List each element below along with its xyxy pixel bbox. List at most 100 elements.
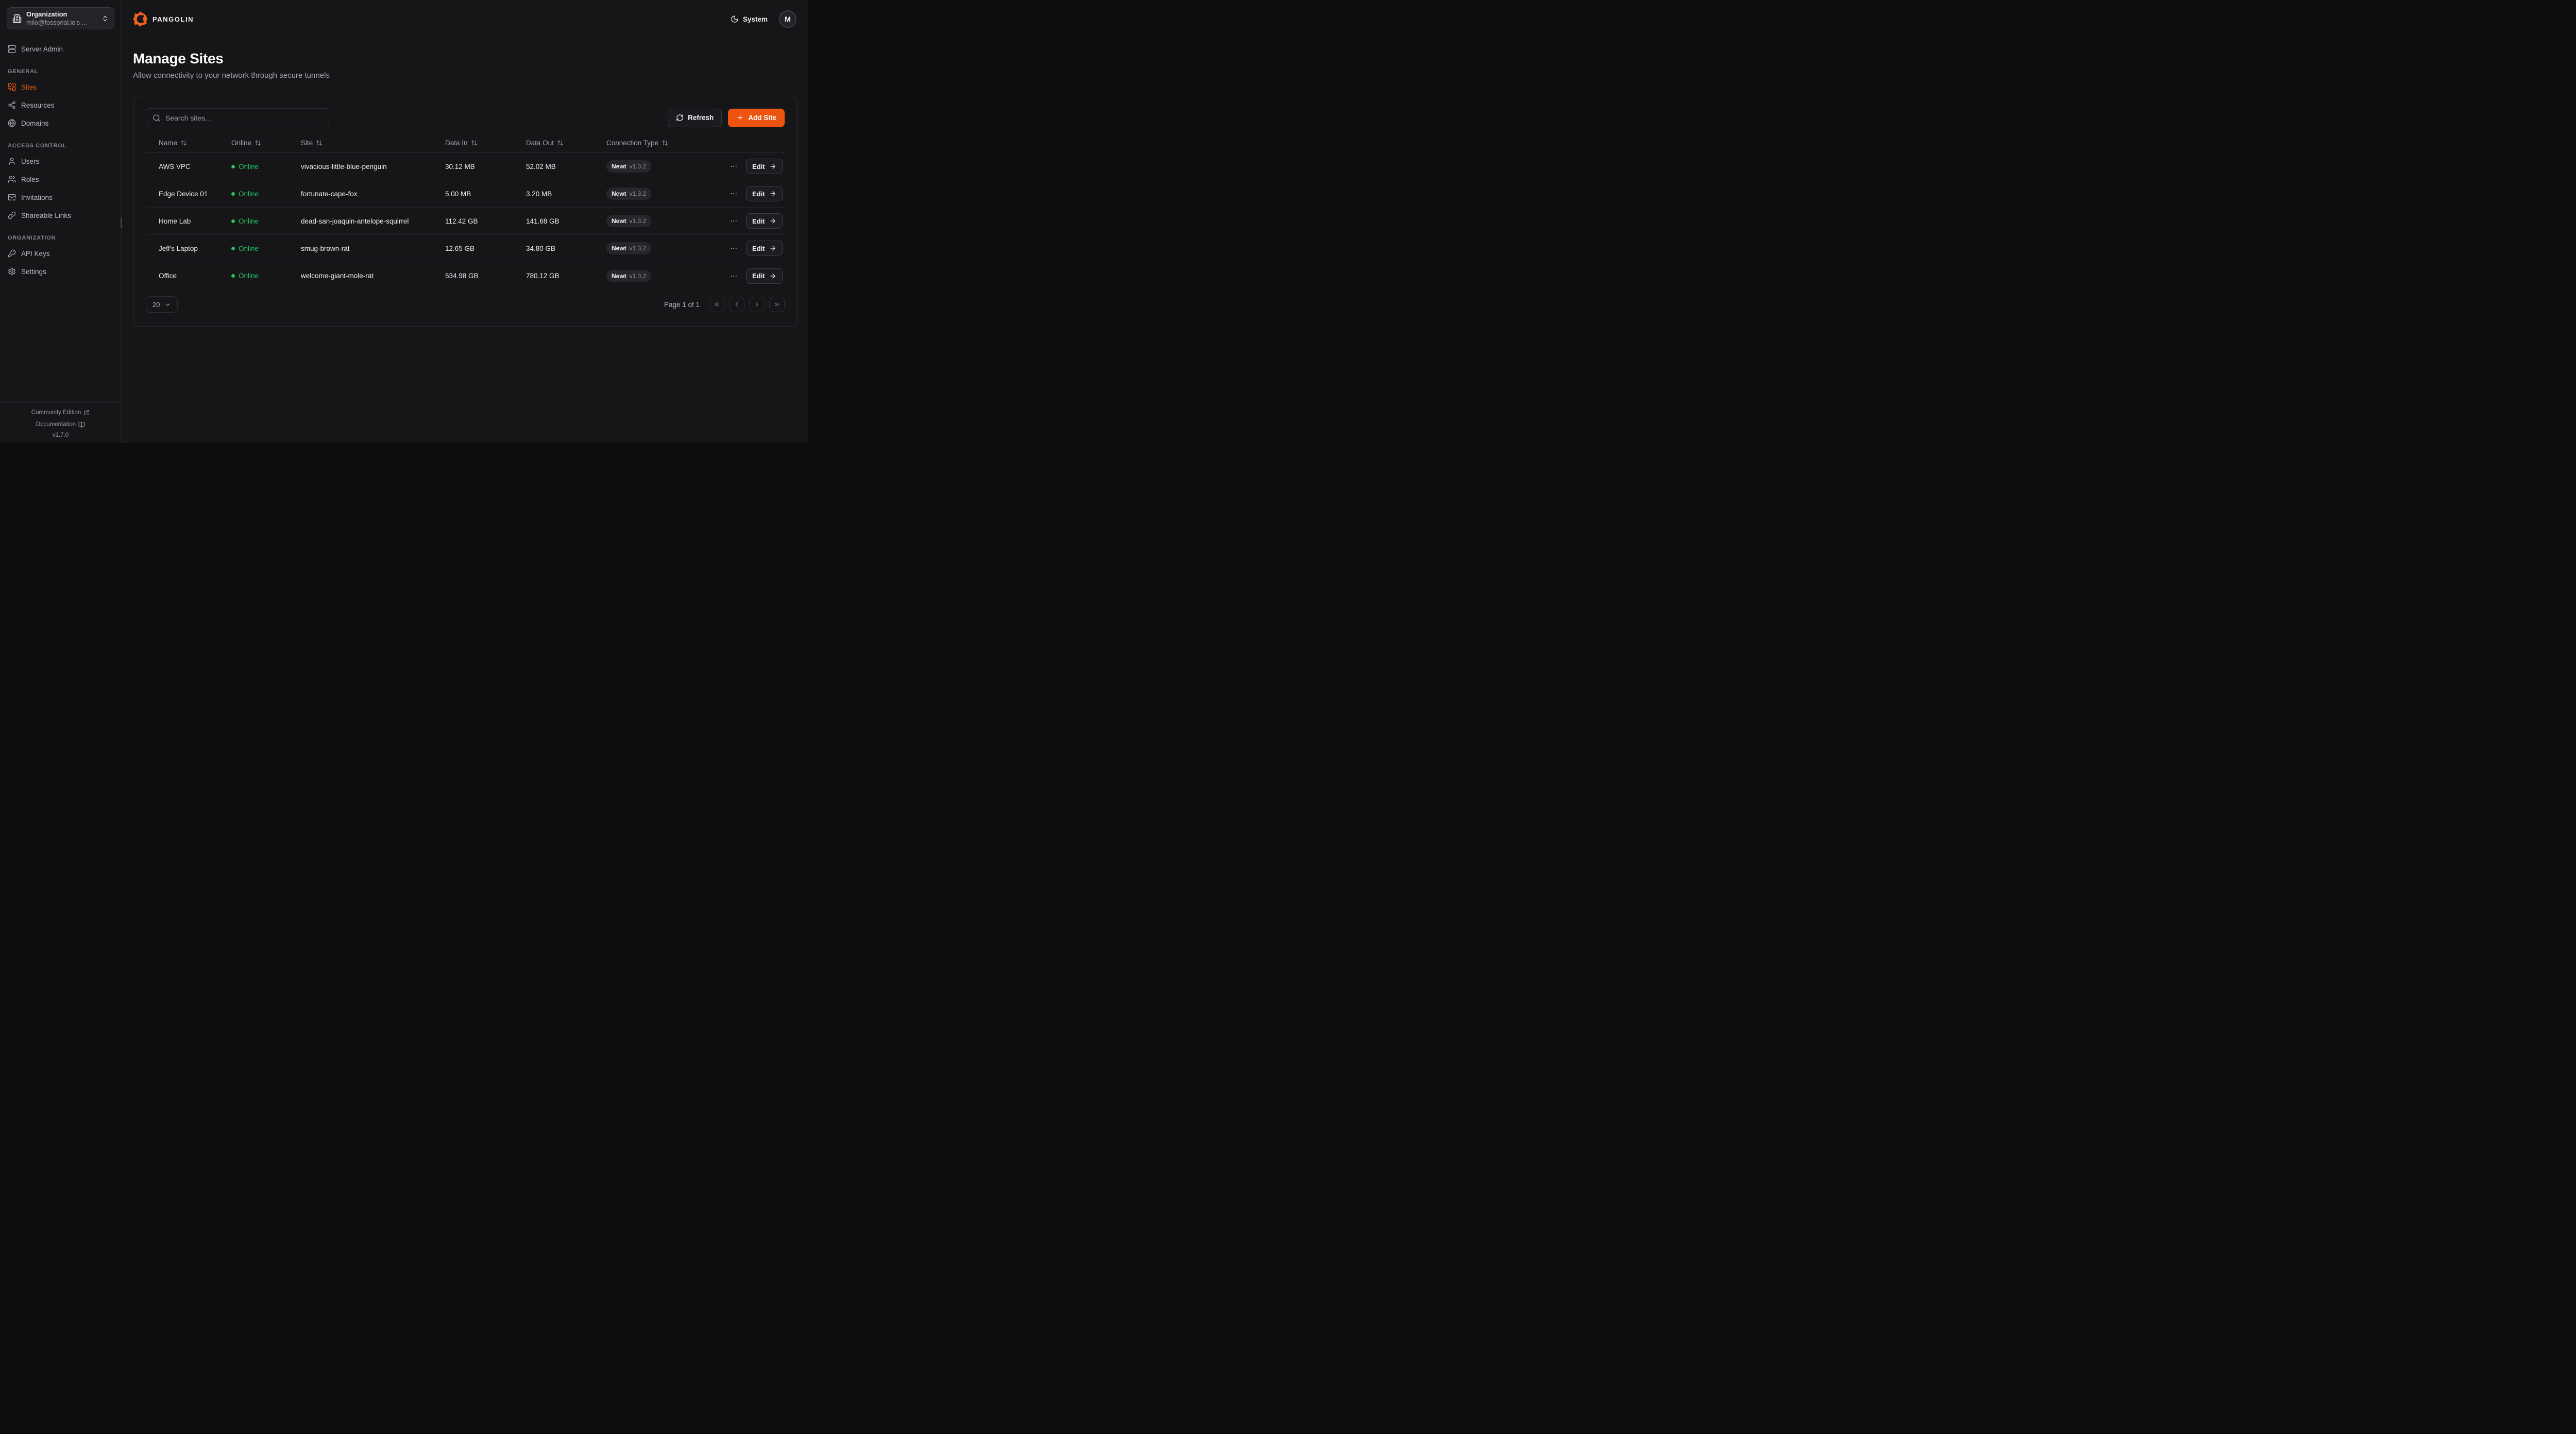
row-menu-button[interactable] — [728, 243, 739, 253]
column-label: Name — [159, 139, 178, 147]
connection-version: v1.3.2 — [629, 163, 647, 170]
cell-data-in: 5.00 MB — [445, 190, 471, 198]
cell-data-in: 12.65 GB — [445, 244, 475, 252]
brand-logo[interactable]: PANGOLIN — [133, 11, 194, 27]
row-menu-button[interactable] — [728, 189, 739, 199]
sort-icon — [662, 140, 668, 146]
gear-icon — [8, 267, 16, 276]
connection-name: Newt — [612, 217, 626, 225]
column-header-connection-type[interactable]: Connection Type — [606, 139, 728, 147]
chevrons-left-icon — [713, 301, 720, 308]
online-dot — [231, 246, 235, 250]
search-input[interactable] — [165, 113, 323, 122]
cell-site: dead-san-joaquin-antelope-squirrel — [301, 217, 409, 225]
add-site-button[interactable]: Add Site — [728, 108, 785, 127]
external-link-icon — [83, 409, 90, 416]
server-icon — [8, 45, 16, 53]
edit-button[interactable]: Edit — [746, 268, 783, 284]
row-menu-button[interactable] — [728, 216, 739, 226]
chevron-left-icon — [733, 301, 740, 308]
row-menu-button[interactable] — [728, 161, 739, 172]
edit-label: Edit — [752, 190, 765, 198]
refresh-label: Refresh — [687, 114, 714, 122]
documentation-link[interactable]: Documentation — [0, 420, 121, 429]
arrow-right-icon — [769, 245, 776, 252]
link-icon — [8, 211, 16, 219]
online-dot — [231, 164, 235, 168]
search-icon — [152, 114, 161, 122]
chevron-down-icon — [164, 301, 171, 308]
edit-button[interactable]: Edit — [746, 159, 783, 174]
cell-name: AWS VPC — [159, 162, 191, 170]
org-selector-label: Organization — [26, 10, 67, 18]
sidebar-item-sites[interactable]: Sites — [8, 81, 113, 93]
sort-icon — [557, 140, 564, 146]
edit-button[interactable]: Edit — [746, 213, 783, 229]
column-header-name[interactable]: Name — [159, 139, 231, 147]
sidebar-resize-handle[interactable] — [121, 217, 122, 228]
online-dot — [231, 192, 235, 196]
ellipsis-icon — [730, 190, 738, 198]
cell-actions: Edit — [728, 241, 783, 256]
sidebar-item-domains[interactable]: Domains — [8, 117, 113, 129]
online-label: Online — [239, 190, 259, 198]
cell-data-in: 30.12 MB — [445, 162, 475, 170]
table-row: Jeff's Laptop Online smug-brown-rat 12.6… — [146, 235, 785, 262]
sidebar-item-settings[interactable]: Settings — [8, 266, 113, 277]
connection-badge: Newt v1.3.2 — [606, 187, 652, 200]
column-header-data-in[interactable]: Data In — [445, 139, 526, 147]
arrow-right-icon — [769, 190, 776, 197]
page-indicator: Page 1 of 1 — [664, 300, 700, 309]
cell-data-out: 52.02 MB — [526, 162, 556, 170]
brand-name: PANGOLIN — [152, 15, 194, 23]
theme-toggle[interactable]: System — [731, 15, 768, 23]
page-size-select[interactable]: 20 — [146, 296, 178, 313]
online-label: Online — [239, 217, 259, 225]
org-selector[interactable]: Organization milo@fossorial.io's ... — [7, 7, 114, 29]
sort-icon — [180, 140, 187, 146]
sort-icon — [255, 140, 261, 146]
add-site-label: Add Site — [748, 114, 776, 122]
column-header-site[interactable]: Site — [301, 139, 445, 147]
last-page-button[interactable] — [769, 297, 785, 312]
user-avatar[interactable]: M — [779, 10, 796, 28]
connection-name: Newt — [612, 272, 626, 280]
cell-data-in: 112.42 GB — [445, 217, 478, 225]
card-footer: 20 Page 1 of 1 — [146, 296, 785, 313]
sidebar-item-api-keys[interactable]: API Keys — [8, 248, 113, 259]
sites-card: Refresh Add Site Name Online Site Data I… — [133, 96, 798, 327]
community-edition-link[interactable]: Community Edition — [0, 408, 121, 417]
edit-button[interactable]: Edit — [746, 241, 783, 256]
cell-online: Online — [231, 190, 301, 198]
column-label: Data Out — [526, 139, 554, 147]
column-header-data-out[interactable]: Data Out — [526, 139, 606, 147]
avatar-initial: M — [785, 15, 791, 23]
cell-site: welcome-giant-mole-rat — [301, 272, 374, 280]
edit-button[interactable]: Edit — [746, 186, 783, 201]
sidebar-item-roles[interactable]: Roles — [8, 174, 113, 185]
ellipsis-icon — [730, 244, 738, 252]
sidebar-item-invitations[interactable]: Invitations — [8, 192, 113, 203]
search-box — [146, 108, 329, 127]
table-header: Name Online Site Data In Data Out Connec… — [146, 133, 785, 153]
cell-online: Online — [231, 272, 301, 280]
previous-page-button[interactable] — [729, 297, 744, 312]
table-row: AWS VPC Online vivacious-little-blue-pen… — [146, 153, 785, 180]
theme-toggle-label: System — [742, 15, 768, 23]
column-header-online[interactable]: Online — [231, 139, 301, 147]
sidebar-item-resources[interactable]: Resources — [8, 99, 113, 111]
top-bar: PANGOLIN System M — [122, 0, 808, 28]
sidebar-item-shareable-links[interactable]: Shareable Links — [8, 210, 113, 221]
first-page-button[interactable] — [709, 297, 724, 312]
sidebar-item-server-admin[interactable]: Server Admin — [8, 43, 113, 55]
pagination: Page 1 of 1 — [664, 297, 785, 312]
sidebar-section-general: GENERAL — [8, 69, 39, 75]
next-page-button[interactable] — [749, 297, 765, 312]
sidebar-footer: Community Edition Documentation v1.7.0 — [0, 402, 121, 443]
refresh-button[interactable]: Refresh — [667, 108, 722, 127]
row-menu-button[interactable] — [728, 271, 739, 281]
chevron-right-icon — [753, 301, 760, 308]
online-label: Online — [239, 244, 259, 252]
sidebar-item-users[interactable]: Users — [8, 156, 113, 167]
sidebar-item-label: Sites — [21, 83, 37, 91]
